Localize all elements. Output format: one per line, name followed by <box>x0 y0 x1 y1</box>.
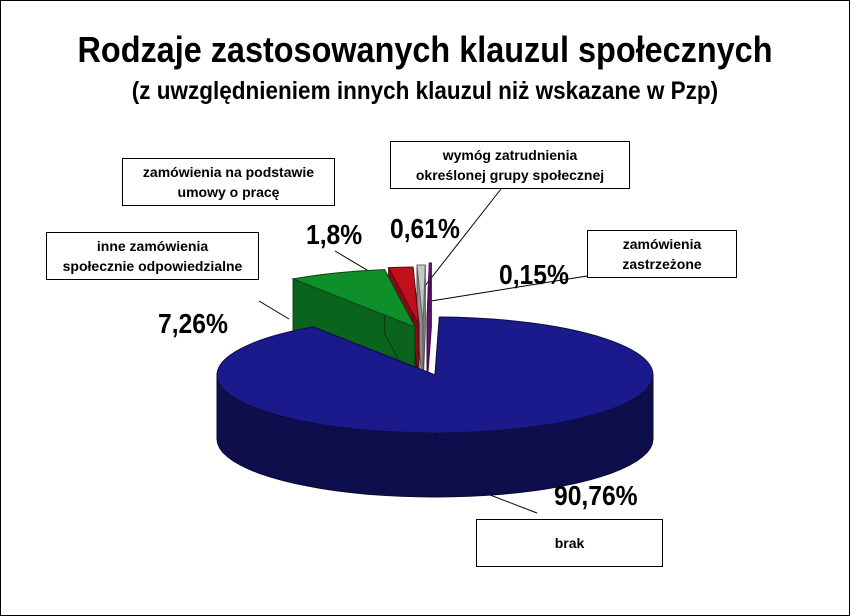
value-label-inne: 7,26% <box>158 308 228 339</box>
value-label-zastrzezone: 0,15% <box>499 259 569 290</box>
slice-label-brak: brak <box>554 535 585 551</box>
leader-line-wymog <box>420 188 502 292</box>
pie-3d <box>216 262 654 498</box>
callout-wymog: wymóg zatrudnienia określonej grupy społ… <box>390 141 630 189</box>
slice-label-inne-line1: inne zamówienia <box>96 238 209 254</box>
callout-brak: brak <box>476 519 663 567</box>
slice-label-zastrzezone-line1: zamówienia <box>622 236 702 252</box>
slice-label-umowa-line2: umowy o pracę <box>177 184 280 200</box>
callout-inne: inne zamówienia społecznie odpowiedzialn… <box>46 232 259 280</box>
callout-zastrzezone: zamówienia zastrzeżone <box>587 230 737 278</box>
slice-label-inne-line2: społecznie odpowiedzialne <box>62 258 243 274</box>
pie-slice-brak <box>216 316 654 498</box>
value-label-wymog: 0,61% <box>390 213 460 244</box>
value-label-umowa: 1,8% <box>306 219 363 250</box>
callout-umowa: zamówienia na podstawie umowy o pracę <box>122 158 335 206</box>
slice-label-umowa-line1: zamówienia na podstawie <box>142 164 315 180</box>
leader-line-inne <box>258 300 290 320</box>
slice-label-wymog-line2: określonej grupy społecznej <box>415 167 605 183</box>
slice-label-wymog-line1: wymóg zatrudnienia <box>442 147 578 163</box>
value-label-brak: 90,76% <box>554 480 638 511</box>
pie-slice-zastrzezone <box>426 262 432 386</box>
chart-title: Rodzaje zastosowanych klauzul społecznyc… <box>77 29 773 70</box>
leader-line-zastrzezone <box>430 275 588 302</box>
chart-subtitle: (z uwzględnieniem innych klauzul niż wsk… <box>131 77 719 105</box>
slice-label-zastrzezone-line2: zastrzeżone <box>622 256 702 272</box>
